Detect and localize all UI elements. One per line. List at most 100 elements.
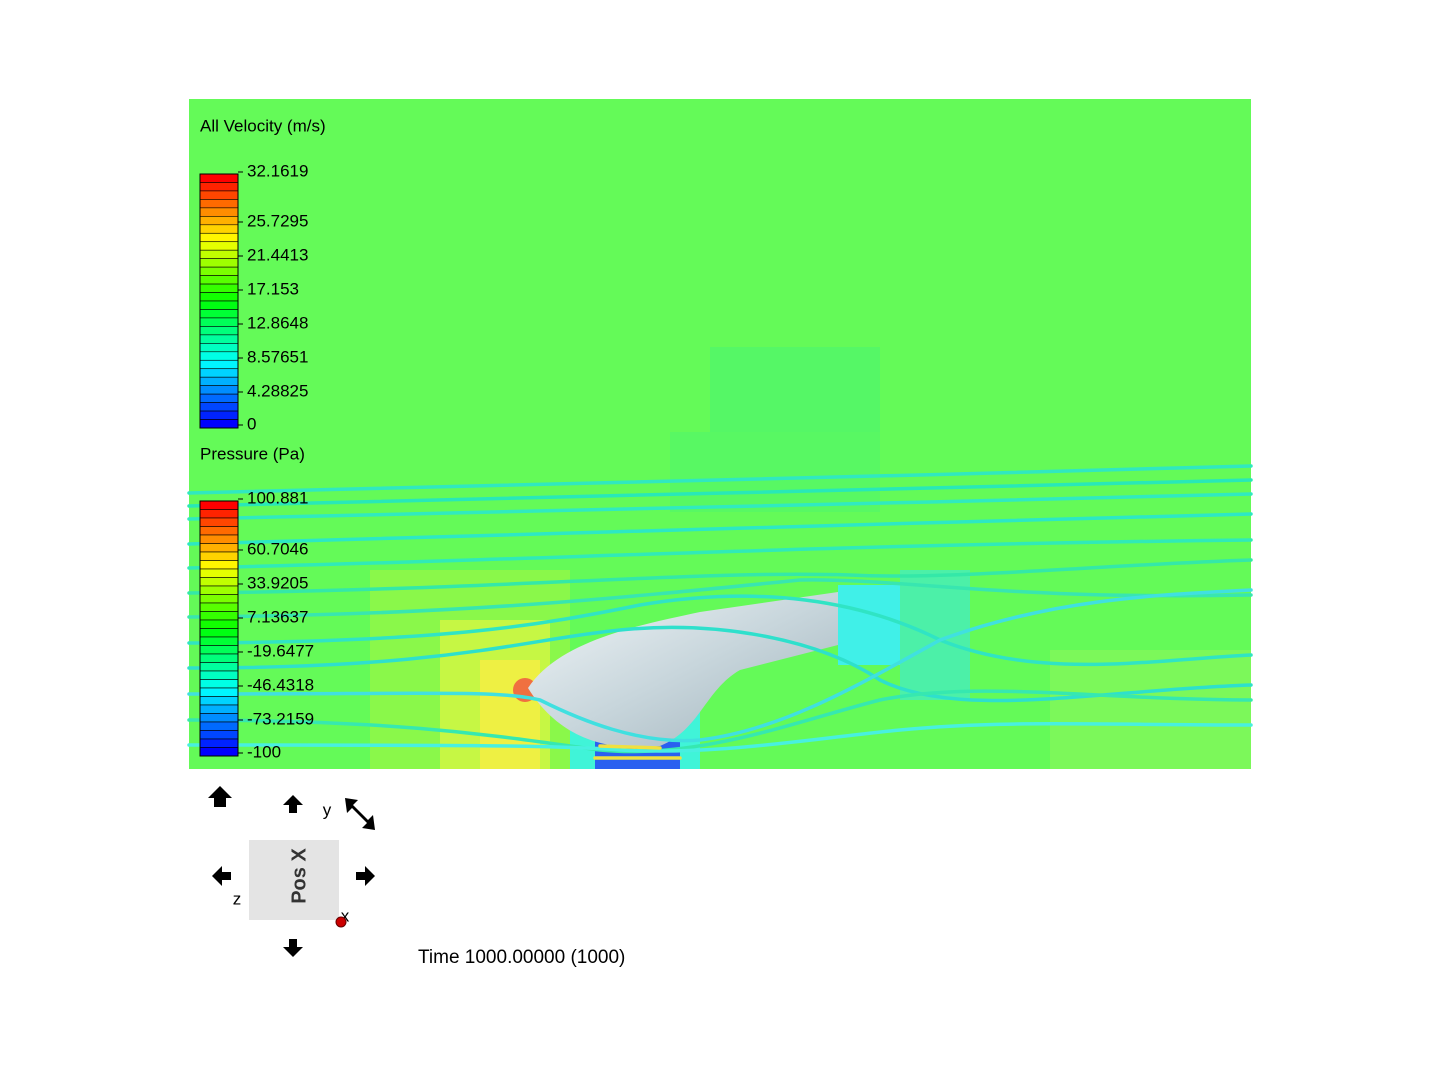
- colorbar-band: [199, 224, 239, 234]
- colorbar-band: [199, 645, 239, 655]
- colorbar-band: [199, 679, 239, 689]
- colorbar-label: 7.13637: [247, 607, 308, 626]
- streamline: [187, 492, 1253, 521]
- streamline: [187, 722, 1253, 753]
- colorbar-frame: [199, 173, 239, 429]
- colorbar-band: [199, 190, 239, 200]
- colorbar-band: [199, 266, 239, 276]
- colorbar-band: [199, 636, 239, 646]
- legend-title: Pressure (Pa): [200, 444, 305, 463]
- field-cell: [670, 432, 880, 512]
- axis-label: z: [233, 889, 242, 908]
- colorbar-band: [199, 738, 239, 748]
- legend-title: All Velocity (m/s): [200, 116, 326, 135]
- rotate-right[interactable]: [356, 866, 375, 886]
- colorbar-band: [199, 602, 239, 612]
- colorbar-label: 33.9205: [247, 573, 308, 592]
- streamline: [187, 689, 1253, 754]
- rotate-up[interactable]: [283, 795, 303, 813]
- view-cube: Pos X y z x: [208, 786, 375, 957]
- colorbar-label: -100: [247, 742, 281, 761]
- streamlines: [187, 464, 1253, 760]
- colorbar-label: -73.2159: [247, 709, 314, 728]
- roll-view[interactable]: [345, 798, 375, 830]
- colorbar-band: [199, 568, 239, 578]
- field-cell: [480, 660, 540, 769]
- field-cell: [838, 585, 908, 665]
- colorbar-band: [199, 534, 239, 544]
- rotate-left[interactable]: [212, 866, 231, 886]
- colorbar-band: [199, 747, 239, 757]
- colorbar-band: [199, 670, 239, 680]
- colorbar-label: 60.7046: [247, 539, 308, 558]
- colorbar-label: 32.1619: [247, 161, 308, 180]
- colorbar-label: 100.881: [247, 488, 308, 507]
- colorbar-band: [199, 662, 239, 672]
- colorbar-band: [199, 258, 239, 268]
- colorbar-band: [199, 560, 239, 570]
- streamline: [187, 538, 1253, 570]
- colorbar-band: [199, 232, 239, 243]
- colorbar-band: [199, 402, 239, 412]
- colorbar-band: [199, 500, 239, 510]
- streamline: [187, 464, 1253, 495]
- colorbar-band: [199, 577, 239, 587]
- colorbar-label: 0: [247, 414, 256, 433]
- colorbar-band: [199, 173, 239, 183]
- axis-label: y: [323, 800, 332, 819]
- colorbar-band: [199, 585, 239, 595]
- axis-label: x: [341, 906, 350, 925]
- streamline: [187, 594, 1253, 667]
- colorbar-band: [199, 687, 239, 697]
- colorbar-band: [199, 216, 239, 226]
- streamline: [187, 478, 1253, 508]
- streamline: [598, 744, 662, 750]
- colorbar-band: [199, 713, 239, 723]
- colorbar-band: [199, 393, 239, 403]
- colorbar-band: [199, 334, 239, 344]
- colorbar-band: [199, 410, 239, 420]
- colorbar-band: [199, 653, 239, 663]
- colorbar-band: [199, 385, 239, 395]
- colorbar-label: 17.153: [247, 279, 299, 298]
- colorbar-label: -19.6477: [247, 641, 314, 660]
- streamline: [187, 578, 1253, 619]
- colorbar-band: [199, 300, 239, 310]
- cube-label: Pos X: [288, 848, 310, 904]
- colorbar-label: 4.28825: [247, 381, 308, 400]
- colorbar-band: [199, 594, 239, 604]
- colorbar-band: [199, 619, 239, 629]
- colorbar-band: [199, 551, 239, 561]
- body: [528, 592, 838, 748]
- colorbar-band: [199, 611, 239, 621]
- colorbar-band: [199, 526, 239, 536]
- colorbar-band: [199, 730, 239, 740]
- colorbar-band: [199, 241, 239, 251]
- streamline: [187, 512, 1253, 546]
- colorbar-label: 8.57651: [247, 347, 308, 366]
- axis-origin: [335, 916, 347, 928]
- colorbar-band: [199, 309, 239, 319]
- colorbar-label: 12.8648: [247, 313, 308, 332]
- colorbar-band: [199, 721, 239, 731]
- colorbar-band: [199, 509, 239, 519]
- colorbar-band: [199, 283, 239, 293]
- cube-face: [249, 840, 339, 920]
- colorbar-frame: [199, 500, 239, 757]
- colorbar-band: [199, 359, 239, 370]
- colorbar-label: -46.4318: [247, 675, 314, 694]
- colorbar-band: [199, 628, 239, 638]
- colorbar-band: [199, 182, 239, 192]
- colorbar-band: [199, 351, 239, 361]
- colorbar-band: [199, 317, 239, 327]
- streamline: [187, 558, 1253, 595]
- colorbar: 100.881 60.7046 33.9205 7.13637 -19.6477 -46.…: [199, 488, 314, 761]
- streamline: [187, 625, 1253, 703]
- home-button[interactable]: [208, 786, 232, 807]
- colorbar-band: [199, 543, 239, 553]
- time-label: Time 1000.00000 (1000): [418, 947, 625, 968]
- colorbar-band: [199, 517, 239, 527]
- rotate-down[interactable]: [283, 939, 303, 957]
